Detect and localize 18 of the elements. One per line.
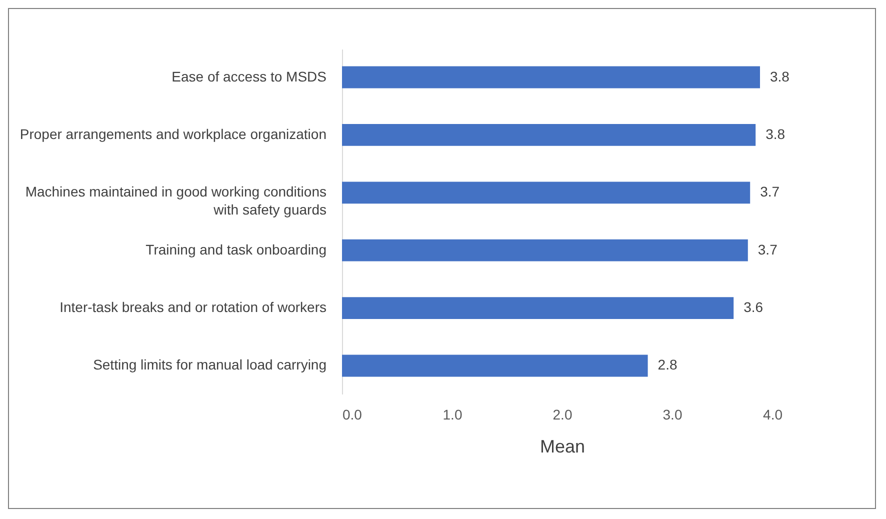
data-label: 3.6 [744,299,764,316]
y-tick-label: Setting limits for manual load carrying [93,356,326,373]
y-tick-label: Proper arrangements and workplace organization [20,126,326,142]
y-tick-label: Inter-task breaks and or rotation of workers [60,299,326,316]
x-tick-label: 2.0 [552,406,572,422]
x-tick-label: 1.0 [442,406,462,422]
y-tick-label: Ease of access to MSDS [172,68,326,84]
x-tick-label: 0.0 [342,406,362,422]
data-label: 3.8 [770,68,790,84]
x-tick-label: 4.0 [763,406,783,422]
data-label: 2.8 [658,356,678,373]
data-label: 3.8 [766,126,786,142]
y-tick-label: Machines maintained in good working conditions with safety guards [25,184,326,218]
x-tick-label: 3.0 [662,406,682,422]
data-label: 3.7 [758,241,778,258]
data-label: 3.7 [760,184,780,200]
y-tick-label: Training and task onboarding [146,241,326,258]
x-axis-title: Mean [540,436,586,456]
